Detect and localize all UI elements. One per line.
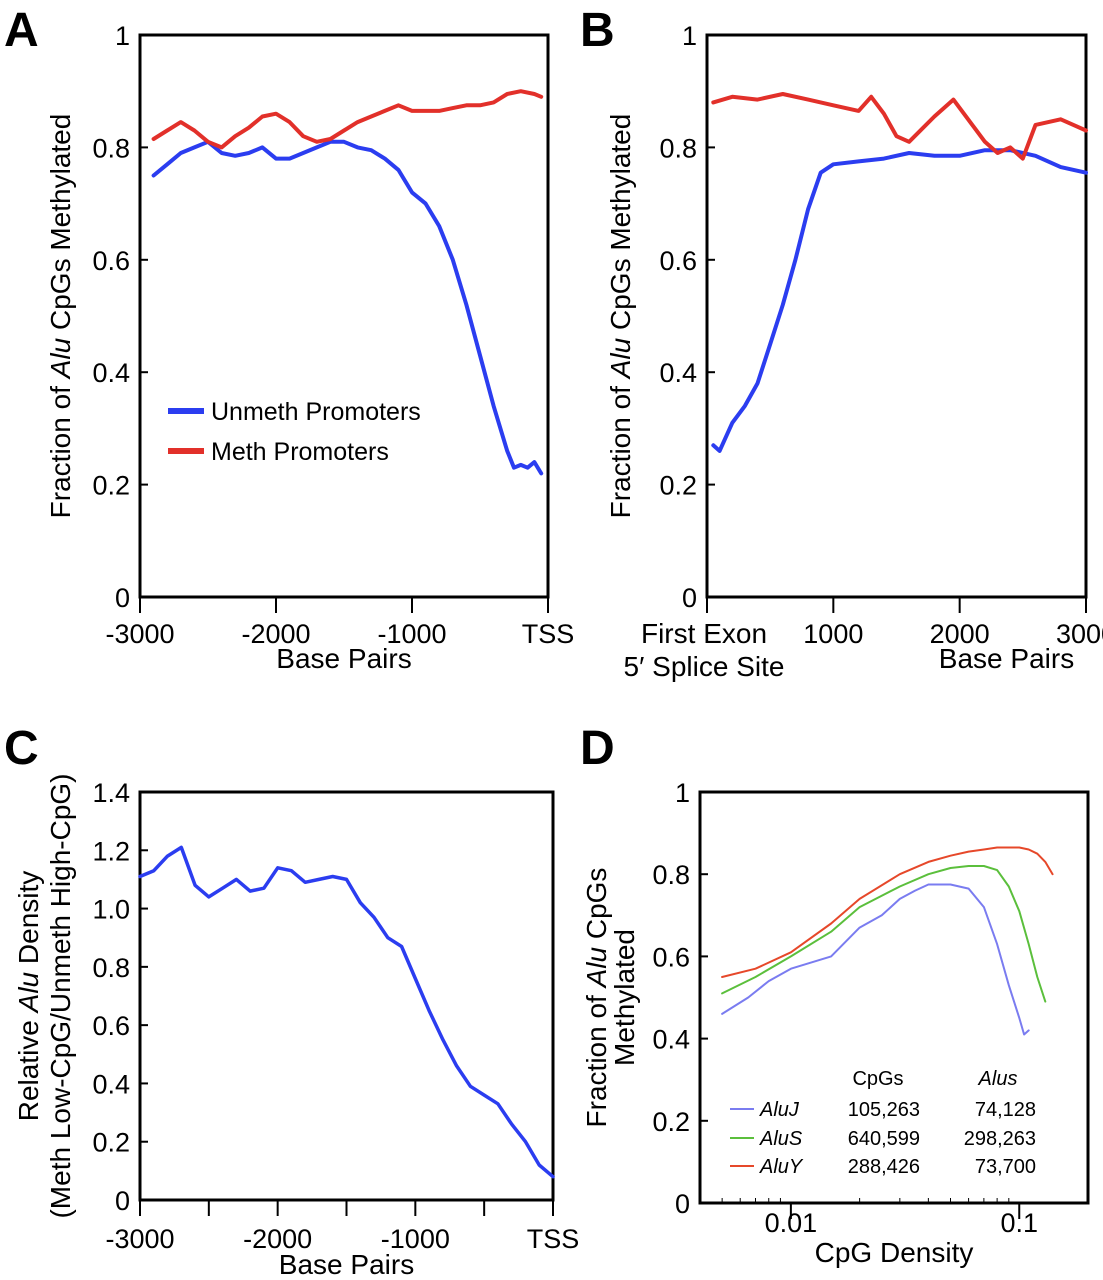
panel-b-letter: B	[580, 4, 615, 57]
panel-c: C 0 0.2 0.4 0.6 0.8 1.0 1.2 1.4 -3000 -2000 -1000 T…	[4, 722, 579, 1280]
y-tick-label: 1.4	[92, 778, 130, 808]
panel-d-y-axis-label-line2: Methylated	[609, 929, 640, 1066]
panel-b-plot-frame	[705, 33, 1088, 599]
legend-alus-aluj: 74,128	[975, 1099, 1036, 1121]
y-tick-label: 0.8	[92, 133, 130, 163]
y-tick-label: 1	[675, 778, 690, 808]
x-tick-label: TSS	[527, 1224, 580, 1254]
y-tick-label: 0	[115, 1186, 130, 1216]
x-tick-label: -2000	[243, 1224, 312, 1254]
x-tick-label: -2000	[241, 619, 310, 649]
legend-label-alus: AluS	[759, 1128, 803, 1150]
y-tick-label: 0.6	[92, 1011, 130, 1041]
legend-header-cpgs: CpGs	[852, 1068, 903, 1090]
x-tick-label: -1000	[381, 1224, 450, 1254]
y-tick-label: 1	[115, 21, 130, 51]
y-tick-label: 0.2	[92, 471, 130, 501]
panel-c-y-axis-label-line2: (Meth Low-CpG/Unmeth High-CpG)	[45, 773, 76, 1218]
y-tick-label: 0.4	[92, 1069, 130, 1099]
panel-d-legend: CpGs Alus AluJ 105,263 74,128 AluS 640,5…	[730, 1068, 1036, 1178]
y-tick-label: 0	[675, 1189, 690, 1219]
y-tick-label: 0.4	[659, 358, 697, 388]
x-tick-label: -3000	[105, 619, 174, 649]
series-line-aluj	[721, 883, 1030, 1036]
panel-c-x-axis-label: Base Pairs	[279, 1249, 414, 1280]
y-tick-label: 1.2	[92, 836, 130, 866]
y-tick-label: 0.2	[92, 1128, 130, 1158]
legend-label-aluj: AluJ	[759, 1099, 800, 1121]
panel-d-x-axis-label: CpG Density	[815, 1237, 974, 1268]
panel-a-y-axis-label: Fraction of Alu CpGs Methylated	[45, 114, 76, 519]
panel-d-plot-frame	[698, 790, 1090, 1205]
panel-a-x-axis-label: Base Pairs	[276, 643, 411, 674]
x-tick-label: 3000	[1056, 619, 1103, 649]
y-tick-label: 1.0	[92, 895, 130, 925]
y-tick-label: 0.4	[652, 1025, 690, 1055]
panel-b-y-axis-label: Fraction of Alu CpGs Methylated	[605, 114, 636, 519]
panel-c-letter: C	[4, 722, 39, 775]
legend-label-meth: Meth Promoters	[211, 438, 389, 466]
series-line-density	[138, 845, 555, 1179]
y-tick-label: 0.6	[659, 246, 697, 276]
panel-a-plot-frame	[138, 33, 550, 599]
panel-c-y-axis-label: Relative Alu Density	[13, 871, 44, 1122]
y-tick-label: 0.2	[652, 1107, 690, 1137]
y-tick-label: 0.2	[659, 471, 697, 501]
legend-label-aluy: AluY	[759, 1156, 804, 1178]
series-line-meth-promoters	[711, 92, 1088, 161]
series-line-alus	[721, 865, 1047, 1003]
panel-b: B 00.20.40.60.81100020003000 Base Pairs …	[580, 4, 1103, 682]
x-tick-label: 1000	[803, 619, 863, 649]
series-line-aluy	[721, 846, 1054, 978]
y-tick-label: 0.8	[659, 133, 697, 163]
y-tick-label: 0.6	[652, 942, 690, 972]
panel-a: A 0 0.2 0.4 0.6 0.8 1 -3000 -2000 -1000 TSS Base …	[4, 4, 574, 674]
panel-a-legend: Unmeth Promoters Meth Promoters	[168, 398, 421, 466]
x-tick-label: -3000	[105, 1224, 174, 1254]
panel-c-plot-frame	[138, 790, 555, 1202]
y-tick-label: 0.8	[652, 860, 690, 890]
panel-b-origin-label-line1: First Exon	[641, 618, 767, 649]
panel-d: D 0 0.2 0.4 0.6 0.8 1 0.01 0.1 CpG Density Frac…	[580, 722, 1090, 1268]
y-tick-label: 1	[682, 21, 697, 51]
series-line-unmeth-promoters	[151, 139, 544, 476]
y-tick-label: 0.8	[92, 953, 130, 983]
y-tick-label: 0	[682, 583, 697, 613]
x-tick-label: 0.1	[1000, 1208, 1038, 1238]
legend-label-unmeth: Unmeth Promoters	[211, 398, 421, 426]
y-tick-label: 0	[115, 583, 130, 613]
legend-cpgs-alus: 640,599	[848, 1128, 920, 1150]
panel-d-letter: D	[580, 722, 615, 775]
x-tick-label: -1000	[377, 619, 446, 649]
legend-alus-alus: 298,263	[964, 1128, 1036, 1150]
y-tick-label: 0.4	[92, 358, 130, 388]
y-tick-label: 0.6	[92, 246, 130, 276]
legend-cpgs-aluy: 288,426	[848, 1156, 920, 1178]
series-line-meth-promoters	[151, 89, 544, 150]
panel-a-letter: A	[4, 4, 39, 57]
panel-d-y-axis-label: Fraction of Alu CpGs	[581, 868, 612, 1128]
legend-alus-aluy: 73,700	[975, 1156, 1036, 1178]
panel-b-origin-label-line2: 5′ Splice Site	[624, 651, 785, 682]
legend-cpgs-aluj: 105,263	[848, 1099, 920, 1121]
series-line-unmeth-promoters	[711, 148, 1088, 453]
x-tick-label: TSS	[522, 619, 575, 649]
x-tick-label: 0.01	[765, 1208, 818, 1238]
panel-b-x-axis-label: Base Pairs	[939, 643, 1074, 674]
legend-header-alus: Alus	[978, 1068, 1018, 1090]
x-tick-label: 2000	[930, 619, 990, 649]
